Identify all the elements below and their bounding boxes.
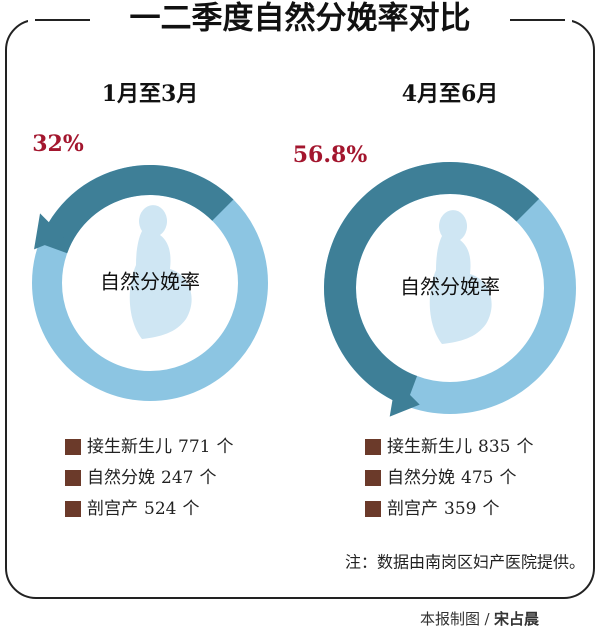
item-unit: 个 — [499, 468, 516, 488]
legend-swatch — [65, 501, 81, 517]
value-label: 32% — [32, 131, 84, 157]
legend-swatch — [65, 439, 81, 455]
pointer — [389, 380, 420, 417]
credit-separator: / — [484, 610, 490, 628]
item-value: 247 — [161, 468, 193, 488]
chart-title: 4月至6月 — [402, 81, 499, 107]
item-value: 835 — [478, 437, 510, 457]
item-label: 接生新生儿 — [387, 437, 472, 457]
item-value: 359 — [444, 499, 476, 519]
donut-segment — [324, 162, 540, 407]
item-unit: 个 — [182, 499, 199, 519]
credit: 本报制图 — [420, 610, 480, 628]
legend-swatch — [65, 470, 81, 486]
note: 注：数据由南岗区妇产医院提供。 — [345, 553, 585, 572]
item-label: 剖宫产 — [387, 499, 438, 519]
item-value: 771 — [178, 437, 210, 457]
legend-text: 自然分娩 247 个 — [87, 468, 216, 488]
silhouette — [429, 210, 492, 344]
legend-swatch — [365, 470, 381, 486]
legend-text: 剖宫产 359 个 — [387, 499, 499, 519]
legend-text: 接生新生儿 771 个 — [87, 437, 233, 457]
item-label: 剖宫产 — [87, 499, 138, 519]
chart-title: 1月至3月 — [102, 81, 199, 107]
item-value: 475 — [461, 468, 493, 488]
pointer — [34, 213, 65, 250]
item-unit: 个 — [482, 499, 499, 519]
page-title: 一二季度自然分娩率对比 — [130, 1, 471, 37]
item-label: 自然分娩 — [87, 468, 155, 488]
legend-text: 剖宫产 524 个 — [87, 499, 199, 519]
item-unit: 个 — [216, 437, 233, 457]
item-unit: 个 — [516, 437, 533, 457]
legend-swatch — [365, 501, 381, 517]
center-label: 自然分娩率 — [100, 270, 200, 294]
legend-swatch — [365, 439, 381, 455]
center-label: 自然分娩率 — [400, 275, 500, 299]
credit-author: 宋占晨 — [493, 610, 540, 628]
legend-text: 自然分娩 475 个 — [387, 468, 516, 488]
title-backdrop — [28, 2, 572, 38]
item-unit: 个 — [199, 468, 216, 488]
donut-segment — [38, 165, 234, 254]
item-value: 524 — [144, 499, 176, 519]
silhouette — [129, 205, 192, 339]
item-label: 接生新生儿 — [87, 437, 172, 457]
value-label: 56.8% — [293, 142, 368, 168]
item-label: 自然分娩 — [387, 468, 455, 488]
legend-text: 接生新生儿 835 个 — [387, 437, 533, 457]
